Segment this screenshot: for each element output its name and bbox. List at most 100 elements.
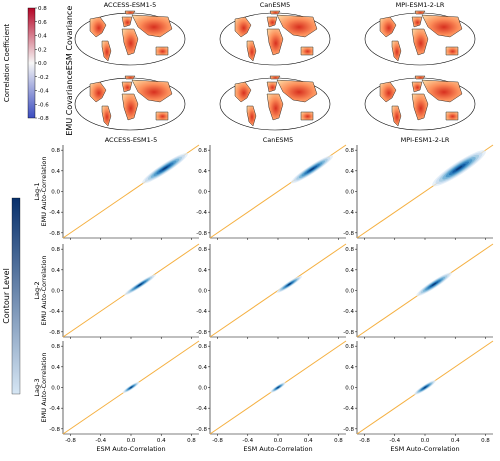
map-landmass: [411, 93, 429, 121]
y-tick-label: -0.4: [343, 309, 354, 315]
y-tick-label: 0.0: [198, 289, 207, 295]
y-tick-label: -0.4: [343, 406, 354, 412]
x-tick-label: -0.8: [65, 438, 76, 444]
contour-panel: -0.8 -0.4 0.0 0.4 0.8 Lag-2 EMU Auto-Correlati…: [33, 243, 200, 339]
y-tick-label: -0.4: [196, 309, 207, 315]
map-landmass: [246, 40, 257, 62]
y-tick-label: 0.4: [345, 365, 354, 371]
x-tick-label: 0.8: [481, 438, 490, 444]
map-landmass: [234, 81, 252, 103]
density-contour: [431, 282, 437, 286]
map-landmass: [414, 75, 426, 80]
map-landmass: [266, 16, 278, 28]
contour-colorbar-gradient: [11, 197, 21, 395]
y-tick-label: 0.8: [198, 344, 207, 350]
map-landmass: [121, 93, 139, 121]
y-tick-label: 0.4: [51, 268, 60, 274]
map-landmass: [276, 79, 318, 103]
y-tick-label: 0.4: [345, 268, 354, 274]
correlation-colorbar-tick-label: -0.2: [38, 75, 49, 81]
correlation-colorbar-tick-label: 0.0: [38, 61, 47, 67]
map-row-label-esm: ESM Covariance: [65, 6, 74, 71]
panel-column-title: MPI-ESM1-2-LR: [401, 136, 450, 144]
y-tick-label: -0.4: [343, 210, 354, 216]
correlation-colorbar-tick-label: -0.8: [38, 116, 49, 122]
y-tick-label: 0.8: [198, 148, 207, 154]
y-tick-label: -0.8: [343, 330, 354, 336]
y-tick-label: 0.0: [345, 190, 354, 196]
y-tick-label: -0.4: [196, 406, 207, 412]
x-tick-label: -0.8: [212, 438, 223, 444]
map-landmass: [414, 10, 426, 15]
map-landmass: [391, 40, 402, 62]
map-landmass: [121, 16, 133, 28]
y-tick-label: 0.0: [345, 386, 354, 392]
density-contour: [277, 386, 279, 389]
contour-panel: -0.8 -0.4 0.0 0.4 0.8: [343, 243, 494, 339]
map-landmass: [266, 81, 278, 93]
density-contour: [423, 386, 427, 389]
y-tick-label: 0.8: [198, 247, 207, 253]
y-tick-label: -0.4: [49, 406, 60, 412]
map-landmass: [391, 105, 402, 127]
map-landmass: [269, 75, 281, 80]
map-landmass: [276, 14, 318, 38]
correlation-colorbar: 0.8 0.6 0.4 0.2 0.0 -0.2 -0.4 -0.6 -0.8 Correlat…: [3, 6, 49, 122]
correlation-colorbar-tick-label: -0.6: [38, 102, 49, 108]
map-landmass: [89, 16, 107, 38]
correlation-colorbar-tick-label: 0.8: [38, 6, 47, 12]
y-tick-label: -0.8: [49, 427, 60, 433]
row-lag-label: Lag-2: [33, 281, 41, 299]
y-tick-label: 0.4: [51, 169, 60, 175]
row-lag-label: Lag-3: [33, 378, 41, 396]
correlation-colorbar-tick-label: 0.6: [38, 20, 47, 26]
y-tick-label: -0.8: [196, 231, 207, 237]
contour-panel: -0.8 -0.4 0.0 0.4 0.8 ACCESS-ESM1-5 Lag-1 EMU A…: [33, 136, 200, 240]
map-landmass: [379, 16, 397, 38]
map-landmass: [131, 14, 173, 38]
y-tick-label: 0.8: [51, 247, 60, 253]
x-tick-label: -0.4: [389, 438, 400, 444]
density-contour: [287, 283, 291, 286]
world-map: [219, 75, 331, 131]
contour-panel: -0.8 -0.4 0.0 0.4 0.8: [196, 243, 347, 339]
y-tick-label: 0.8: [345, 344, 354, 350]
x-tick-label: 0.0: [127, 438, 136, 444]
y-tick-label: 0.4: [198, 365, 207, 371]
map-landmass: [266, 28, 284, 56]
contour-panel: -0.8 -0.4 0.0 0.4 0.8 -0.8 -0.4 0.0 0.4 0.8 ESM Au…: [196, 340, 347, 453]
contour-colorbar-label: Contour Level: [2, 268, 11, 324]
world-map: [364, 10, 476, 66]
map-landmass: [421, 14, 463, 38]
y-tick-label: 0.8: [345, 247, 354, 253]
contour-colorbar: Contour Level: [2, 197, 21, 395]
y-tick-label: -0.8: [196, 427, 207, 433]
y-tick-label: 0.8: [51, 148, 60, 154]
map-row-label-emu: EMU Covariance: [65, 70, 74, 135]
map-landmass: [300, 111, 314, 121]
map-landmass: [269, 10, 281, 15]
x-tick-label: 0.4: [304, 438, 313, 444]
density-contour: [162, 166, 168, 171]
x-tick-label: 0.8: [334, 438, 343, 444]
world-map: [219, 10, 331, 66]
y-tick-label: -0.8: [343, 231, 354, 237]
correlation-colorbar-gradient: [27, 7, 36, 119]
y-tick-label: 0.8: [345, 148, 354, 154]
y-axis-label: EMU Auto-Correlation: [40, 157, 48, 227]
map-landmass: [421, 79, 463, 103]
y-tick-label: 0.8: [51, 344, 60, 350]
map-landmass: [411, 16, 423, 28]
correlation-colorbar-ticks: 0.8 0.6 0.4 0.2 0.0 -0.2 -0.4 -0.6 -0.8: [35, 6, 49, 122]
y-tick-label: 0.4: [345, 169, 354, 175]
y-axis-label: EMU Auto-Correlation: [40, 353, 48, 423]
contour-panel: -0.8 -0.4 0.0 0.4 0.8 -0.8 -0.4 0.0 0.4 0.8 ESM Au…: [343, 340, 494, 453]
y-tick-label: 0.0: [51, 289, 60, 295]
density-contour: [129, 386, 133, 389]
y-tick-label: 0.4: [198, 169, 207, 175]
map-landmass: [379, 81, 397, 103]
map-landmass: [124, 75, 136, 80]
map-landmass: [234, 16, 252, 38]
